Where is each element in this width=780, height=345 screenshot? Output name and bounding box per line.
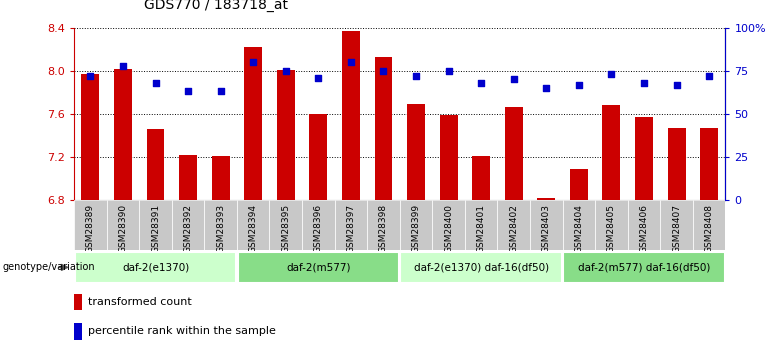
Bar [432, 200, 465, 250]
Bar [74, 200, 107, 250]
Bar [114, 69, 132, 200]
Point [345, 59, 357, 65]
Point [638, 80, 651, 86]
Point [279, 68, 292, 73]
Text: GSM28392: GSM28392 [183, 204, 193, 253]
Point [149, 80, 161, 86]
Bar [400, 200, 432, 250]
Text: GSM28407: GSM28407 [672, 204, 681, 253]
Text: daf-2(e1370) daf-16(df50): daf-2(e1370) daf-16(df50) [413, 263, 548, 272]
Bar [498, 200, 530, 250]
Point [182, 89, 194, 94]
Bar [179, 155, 197, 200]
Bar [530, 200, 562, 250]
Text: GSM28403: GSM28403 [542, 204, 551, 253]
Text: GSM28395: GSM28395 [282, 204, 290, 253]
Point [247, 59, 260, 65]
Bar [602, 105, 620, 200]
Text: transformed count: transformed count [88, 297, 192, 307]
Bar [107, 200, 139, 250]
Bar [400, 252, 562, 283]
Text: GDS770 / 183718_at: GDS770 / 183718_at [144, 0, 289, 12]
Bar [335, 200, 367, 250]
Bar [172, 200, 204, 250]
Bar [238, 252, 399, 283]
Text: GSM28406: GSM28406 [640, 204, 648, 253]
Text: GSM28389: GSM28389 [86, 204, 95, 253]
Point [670, 82, 682, 87]
Bar [407, 104, 425, 200]
Text: GSM28393: GSM28393 [216, 204, 225, 253]
Bar [244, 47, 262, 200]
Text: GSM28397: GSM28397 [346, 204, 356, 253]
Bar [635, 117, 653, 200]
Bar [211, 156, 229, 200]
Text: daf-2(m577): daf-2(m577) [286, 263, 350, 272]
Bar [693, 200, 725, 250]
Bar [75, 252, 236, 283]
Point [84, 73, 97, 79]
Bar [374, 57, 392, 200]
Bar [465, 200, 498, 250]
Point [215, 89, 227, 94]
Bar [472, 156, 490, 200]
Point [508, 77, 520, 82]
Bar [505, 107, 523, 200]
Text: GSM28401: GSM28401 [477, 204, 486, 253]
Text: daf-2(e1370): daf-2(e1370) [122, 263, 189, 272]
Text: GSM28391: GSM28391 [151, 204, 160, 253]
Bar [342, 31, 360, 200]
Text: GSM28396: GSM28396 [314, 204, 323, 253]
Point [573, 82, 585, 87]
Bar [310, 114, 328, 200]
Point [410, 73, 422, 79]
Point [475, 80, 488, 86]
Bar [277, 70, 295, 200]
Text: daf-2(m577) daf-16(df50): daf-2(m577) daf-16(df50) [578, 263, 710, 272]
Text: percentile rank within the sample: percentile rank within the sample [88, 326, 276, 336]
Bar [147, 129, 165, 200]
Bar [570, 169, 588, 200]
Bar [74, 294, 82, 310]
Point [312, 75, 324, 80]
Bar [367, 200, 400, 250]
Text: GSM28402: GSM28402 [509, 204, 518, 253]
Bar [140, 200, 172, 250]
Bar [302, 200, 335, 250]
Bar [237, 200, 270, 250]
Bar [74, 323, 82, 340]
Bar [563, 252, 725, 283]
Bar [440, 115, 458, 200]
Text: GSM28398: GSM28398 [379, 204, 388, 253]
Bar [595, 200, 628, 250]
Bar [660, 200, 693, 250]
Text: GSM28405: GSM28405 [607, 204, 616, 253]
Bar [81, 74, 99, 200]
Text: GSM28399: GSM28399 [412, 204, 420, 253]
Bar [700, 128, 718, 200]
Point [605, 71, 618, 77]
Text: GSM28404: GSM28404 [574, 204, 583, 253]
Bar [628, 200, 661, 250]
Point [117, 63, 129, 68]
Bar [562, 200, 595, 250]
Bar [668, 128, 686, 200]
Point [378, 68, 390, 73]
Text: genotype/variation: genotype/variation [2, 263, 95, 272]
Bar [537, 198, 555, 200]
Bar [270, 200, 302, 250]
Text: GSM28400: GSM28400 [444, 204, 453, 253]
Point [703, 73, 715, 79]
Text: GSM28408: GSM28408 [704, 204, 714, 253]
Bar [204, 200, 237, 250]
Text: GSM28390: GSM28390 [119, 204, 127, 253]
Point [540, 85, 552, 91]
Text: GSM28394: GSM28394 [249, 204, 257, 253]
Point [442, 68, 455, 73]
